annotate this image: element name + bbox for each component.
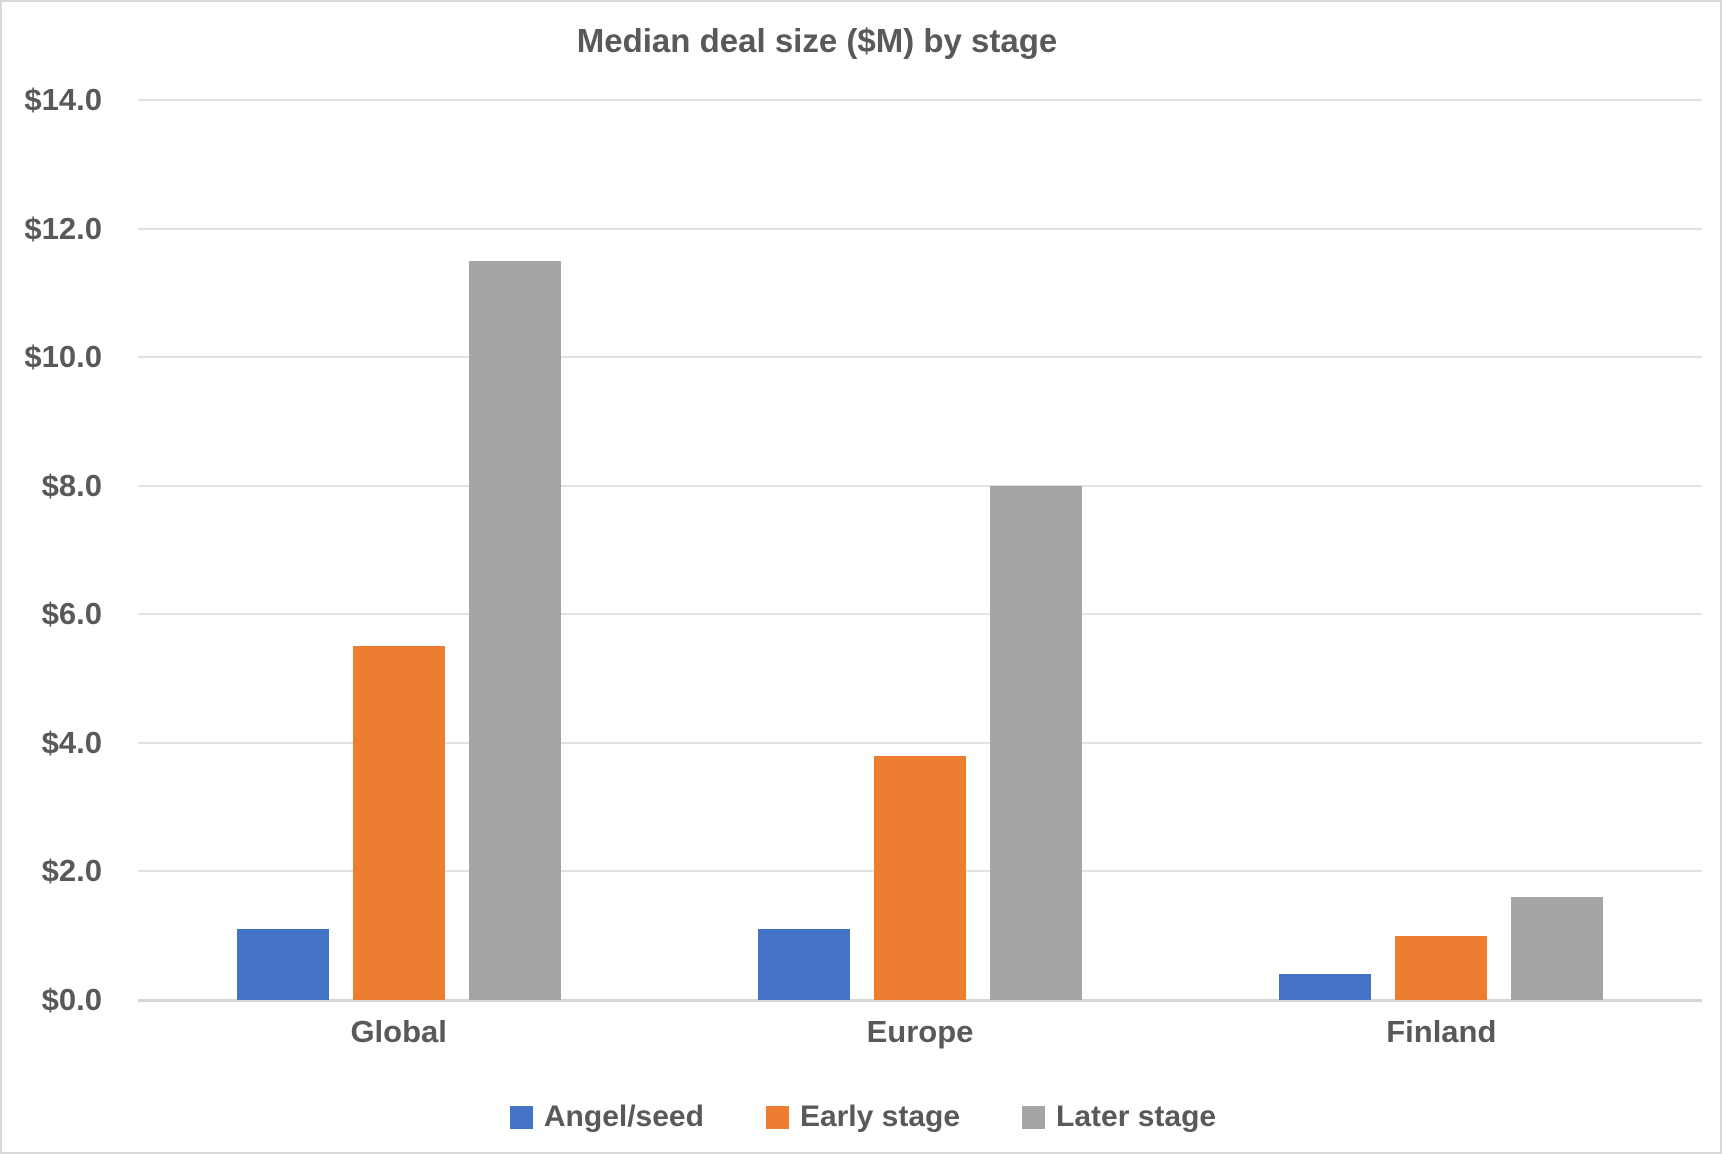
legend-swatch-icon — [509, 1105, 533, 1129]
bar-global-early-stage — [352, 646, 445, 1000]
legend-item-later-stage: Later stage — [1022, 1100, 1216, 1134]
gridline — [138, 227, 1702, 230]
legend-swatch-icon — [765, 1105, 789, 1129]
legend-swatch-icon — [1022, 1105, 1046, 1129]
y-tick-label: $0.0 — [41, 982, 102, 1017]
legend-item-angel-seed: Angel/seed — [509, 1100, 704, 1134]
gridline — [138, 356, 1702, 359]
legend: Angel/seed Early stage Later stage — [2, 1100, 1720, 1134]
bar-global-angel-seed — [236, 929, 329, 1000]
y-tick-label: $2.0 — [41, 853, 102, 889]
plot-area — [138, 99, 1702, 1002]
bar-europe-later-stage — [990, 485, 1082, 1000]
y-tick-label: $10.0 — [24, 339, 102, 375]
bar-global-later-stage — [468, 260, 561, 1000]
x-axis-line — [138, 999, 1702, 1002]
legend-label: Early stage — [799, 1100, 961, 1133]
gridline — [138, 99, 1702, 101]
gridline — [138, 484, 1702, 487]
legend-item-early-stage: Early stage — [765, 1100, 961, 1134]
x-axis-label-global: Global — [350, 1014, 447, 1049]
y-tick-label: $4.0 — [41, 724, 102, 760]
bar-europe-early-stage — [874, 755, 966, 1000]
y-tick-label: $14.0 — [24, 82, 102, 117]
bar-europe-angel-seed — [758, 929, 850, 1000]
y-tick-label: $8.0 — [41, 467, 102, 503]
bar-finland-angel-seed — [1279, 974, 1372, 1000]
x-axis-label-europe: Europe — [866, 1014, 974, 1049]
legend-label: Angel/seed — [543, 1100, 704, 1133]
x-axis-label-finland: Finland — [1386, 1014, 1497, 1049]
chart-title: Median deal size ($M) by stage — [576, 22, 1058, 59]
bar-finland-early-stage — [1395, 935, 1488, 1000]
y-tick-label: $6.0 — [41, 596, 102, 632]
gridline — [138, 741, 1702, 744]
legend-label: Later stage — [1056, 1100, 1217, 1133]
y-tick-label: $12.0 — [24, 210, 102, 246]
bar-finland-later-stage — [1511, 897, 1604, 1000]
gridline — [138, 613, 1702, 616]
